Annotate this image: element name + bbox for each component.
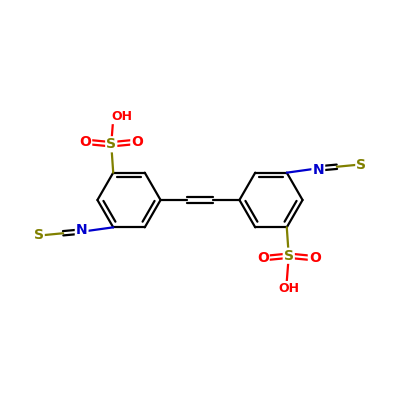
Text: S: S — [34, 228, 44, 242]
Text: O: O — [309, 251, 321, 265]
Text: N: N — [312, 163, 324, 177]
Text: S: S — [106, 137, 116, 151]
Text: OH: OH — [278, 282, 299, 295]
Text: OH: OH — [112, 110, 132, 123]
Text: O: O — [131, 135, 143, 149]
Text: S: S — [284, 249, 294, 263]
Text: S: S — [356, 158, 366, 172]
Text: O: O — [79, 135, 91, 149]
Text: O: O — [257, 251, 269, 265]
Text: N: N — [76, 223, 88, 237]
